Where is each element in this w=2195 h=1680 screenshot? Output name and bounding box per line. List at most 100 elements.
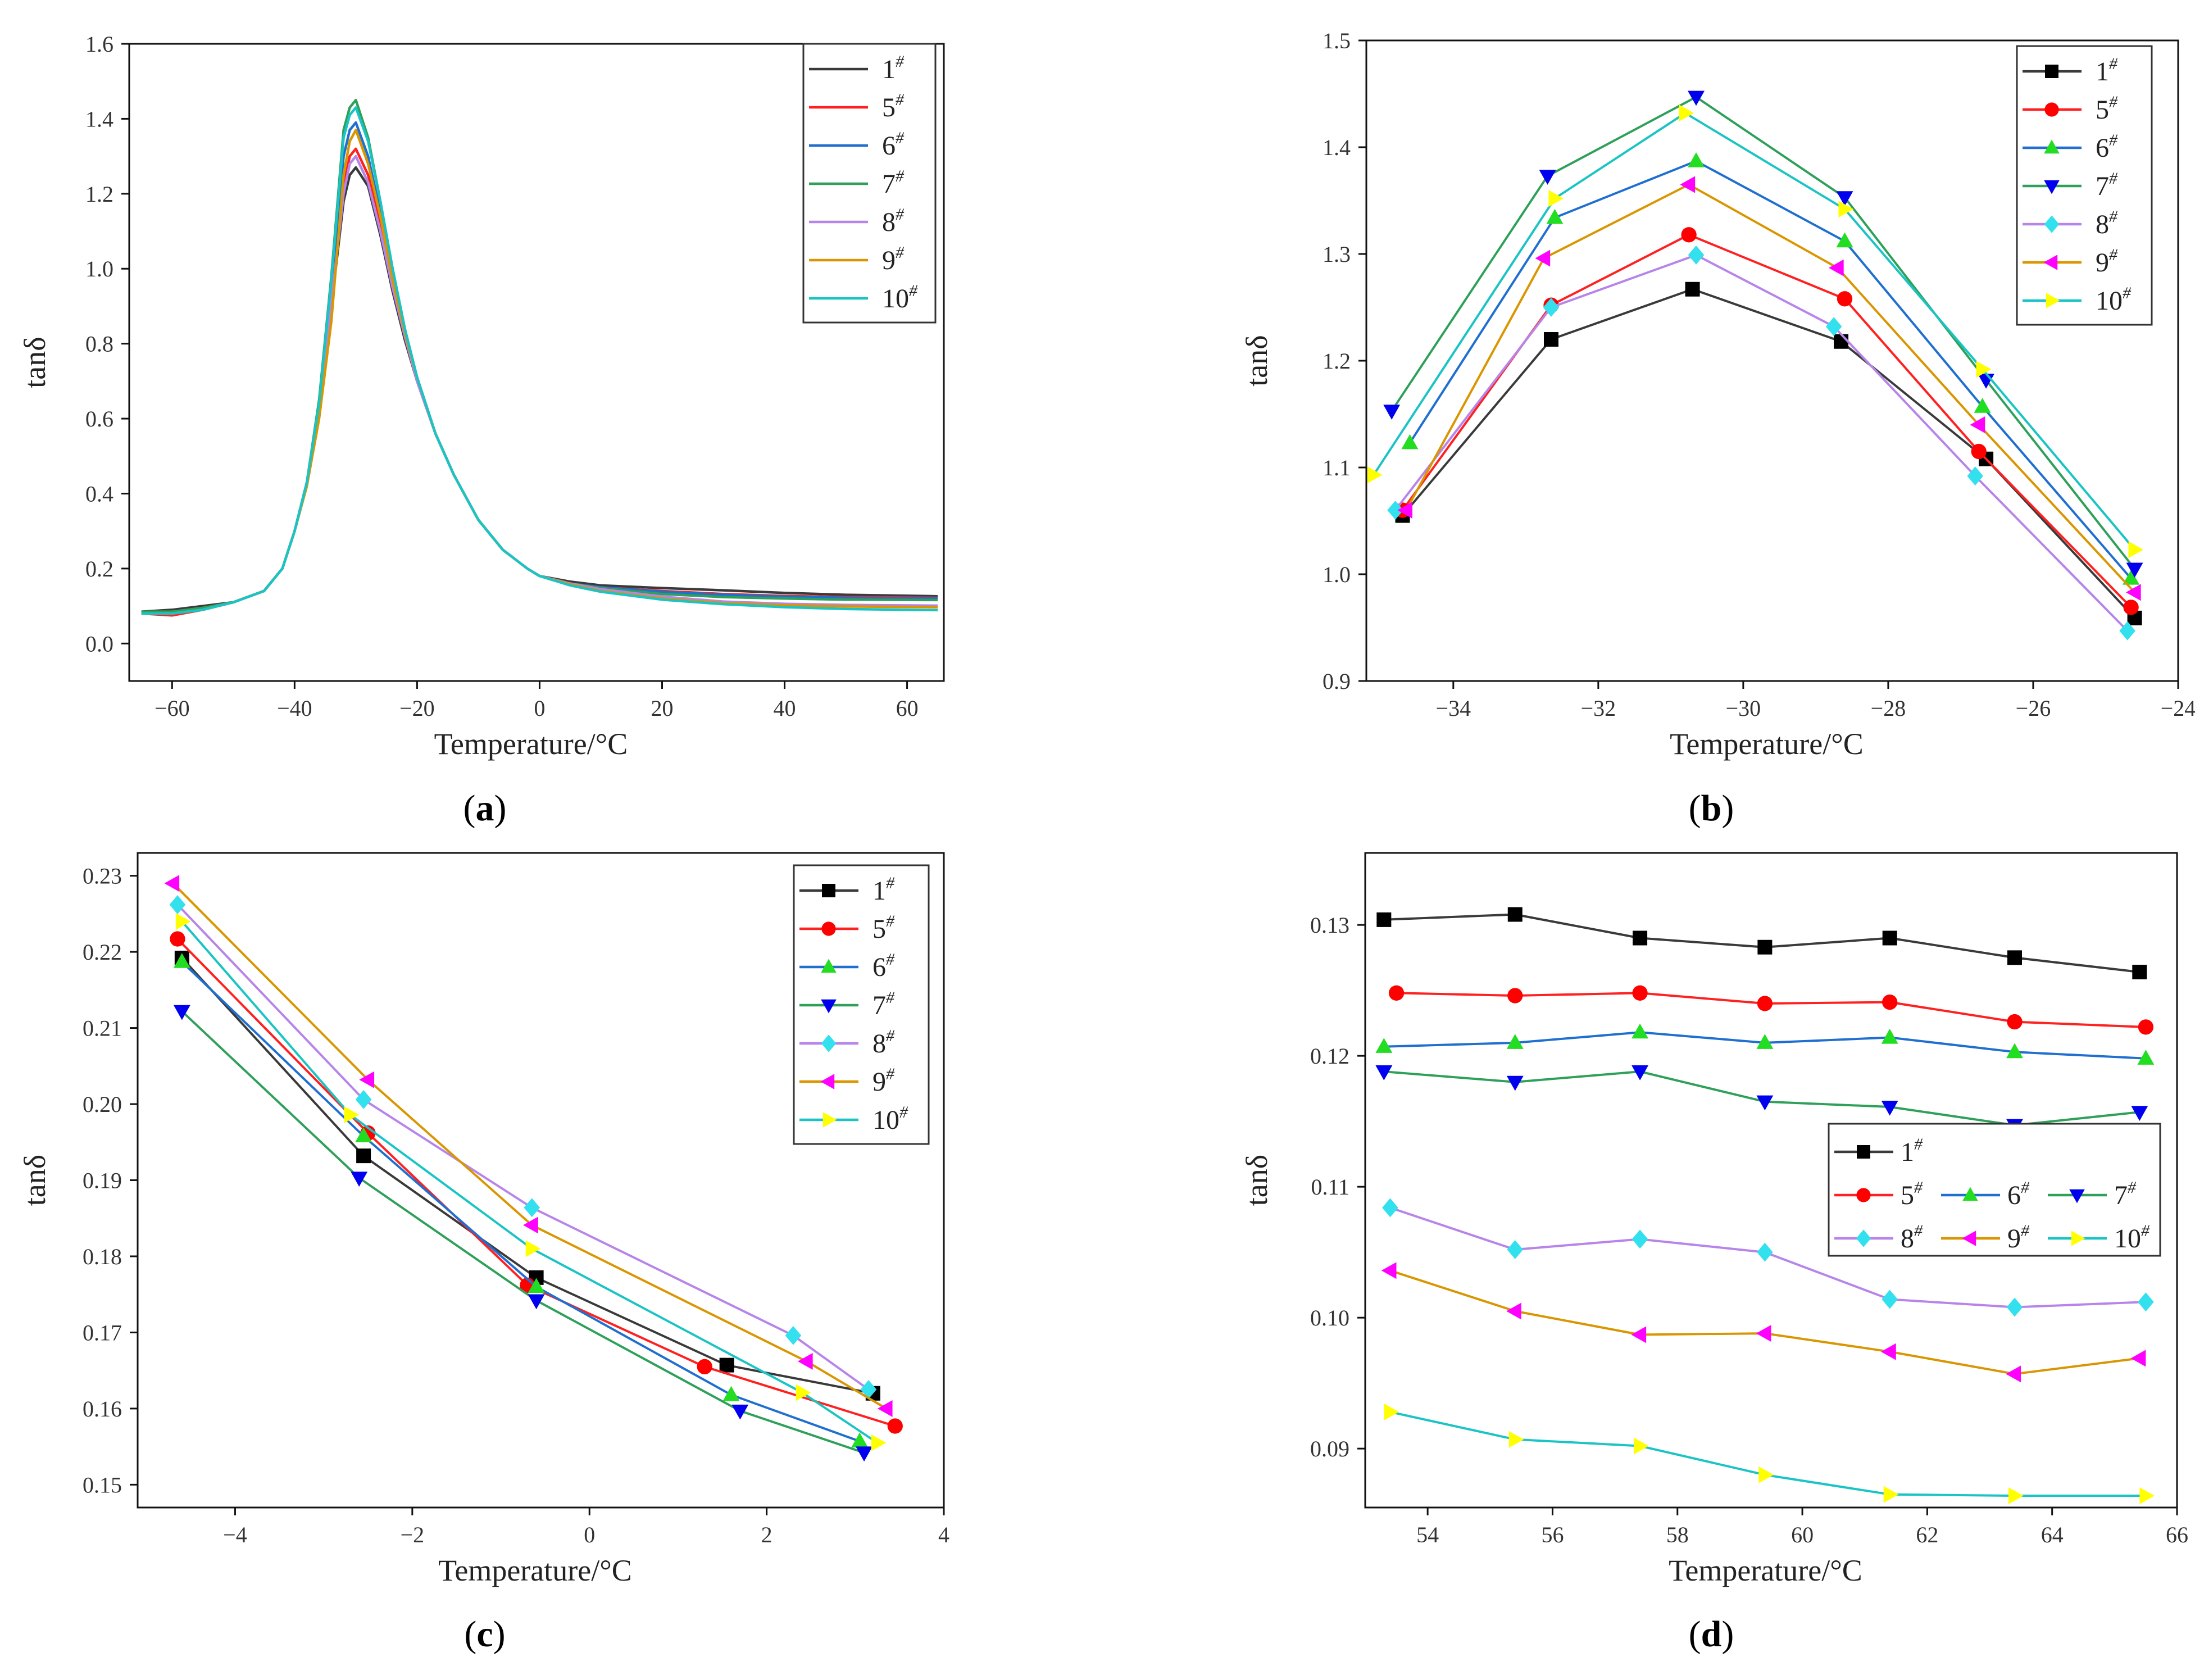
- series-9: [1397, 176, 2141, 601]
- data-point: [2132, 965, 2147, 980]
- data-point: [1882, 930, 1897, 946]
- data-point: [1834, 334, 1849, 349]
- data-point: [856, 1446, 873, 1462]
- data-point: [1387, 501, 1403, 520]
- legend-label-sup: #: [896, 167, 905, 185]
- data-point: [2138, 1019, 2154, 1035]
- legend-label-sup: #: [2109, 169, 2118, 188]
- legend-label-sup: #: [2128, 1178, 2137, 1197]
- legend-label: 7#: [872, 988, 895, 1020]
- y-tick-label: 0.16: [83, 1396, 122, 1422]
- legend-marker: [1962, 1231, 1976, 1246]
- legend-label: 1#: [872, 874, 895, 906]
- legend-label-number: 1: [872, 876, 886, 906]
- legend-label-number: 6: [2096, 133, 2109, 163]
- data-point: [851, 1432, 869, 1448]
- data-point: [1882, 1289, 1898, 1309]
- data-point: [1688, 246, 1705, 265]
- y-tick-label: 1.0: [85, 256, 113, 281]
- legend-label: 1#: [2096, 55, 2118, 87]
- y-tick-label: 1.2: [1323, 348, 1351, 374]
- legend-label: 8#: [872, 1027, 895, 1059]
- y-tick-label: 0.21: [83, 1016, 122, 1041]
- data-point: [1548, 190, 1564, 207]
- legend-label-sup: #: [2109, 55, 2118, 73]
- x-tick-label: −4: [223, 1522, 247, 1547]
- y-tick-label: 0.8: [85, 332, 113, 357]
- data-point: [1507, 988, 1523, 1004]
- legend-label: 9#: [2007, 1222, 2030, 1254]
- data-point: [1970, 416, 1985, 433]
- data-point: [2006, 1297, 2023, 1317]
- legend-marker: [2044, 180, 2060, 194]
- legend-label-sup: #: [886, 988, 895, 1007]
- legend-label-number: 7: [882, 169, 896, 199]
- series-line-10: [1390, 1410, 2146, 1497]
- legend-label: 8#: [882, 205, 905, 237]
- data-point: [1508, 1431, 1524, 1448]
- data-point: [1680, 176, 1696, 193]
- data-point: [1546, 208, 1564, 224]
- data-point: [1633, 930, 1648, 946]
- legend-label-number: 1: [882, 55, 896, 84]
- data-point: [2007, 1014, 2023, 1030]
- data-point: [1837, 291, 1853, 307]
- legend-label-sup: #: [1914, 1178, 1923, 1197]
- data-point: [169, 895, 186, 915]
- data-point: [1882, 994, 1898, 1010]
- x-tick-label: −28: [1871, 696, 1906, 721]
- legend-marker: [822, 1112, 837, 1128]
- y-tick-label: 0.0: [85, 631, 113, 656]
- legend-label-number: 1: [1901, 1137, 1914, 1167]
- legend-label-sup: #: [1914, 1135, 1923, 1154]
- series-7: [173, 1005, 873, 1462]
- caption-open: (: [463, 788, 476, 829]
- legend-marker: [821, 999, 837, 1014]
- x-tick-label: −60: [154, 696, 190, 721]
- series-10: [1367, 105, 2144, 559]
- data-point: [785, 1325, 802, 1345]
- data-point: [524, 1198, 540, 1218]
- data-point: [719, 1357, 734, 1373]
- legend-label-sup: #: [909, 281, 918, 300]
- caption-letter: c: [476, 1614, 493, 1655]
- legend-label-sup: #: [2109, 246, 2118, 264]
- data-point: [1836, 191, 1853, 206]
- data-point: [2123, 600, 2139, 615]
- data-point: [359, 1071, 375, 1088]
- y-tick-label: 0.2: [85, 556, 113, 582]
- data-point: [1758, 1466, 1774, 1483]
- data-point: [1397, 502, 1413, 519]
- x-axis-label: Temperature/°C: [1669, 1554, 1862, 1587]
- x-tick-label: 64: [2041, 1522, 2064, 1547]
- data-point: [2123, 570, 2140, 585]
- legend-label: 6#: [2007, 1178, 2030, 1210]
- legend-label-number: 5: [1901, 1180, 1914, 1210]
- series-line-10: [1373, 112, 2136, 551]
- data-point: [1632, 1023, 1649, 1039]
- legend: 1#5#6#7#8#9#10#: [802, 43, 937, 324]
- data-point: [528, 1278, 545, 1293]
- chart-panel-c: −4 −2 0 2 4 0.15 0.16 0.17 0.18 0.19 0.20 0.21 0.22 0…: [18, 852, 949, 1655]
- legend-marker: [1856, 1229, 1871, 1247]
- chart-panel-a: −60 −40 −20 0 20 40 60 0.0 0.2 0.4 0.6 0.8 1.0 1.2 1.4…: [18, 31, 945, 829]
- data-point: [1681, 227, 1697, 243]
- data-point: [2137, 1050, 2155, 1065]
- data-point: [1825, 317, 1842, 337]
- y-tick-label: 0.20: [83, 1092, 122, 1117]
- legend: 1#5#6#7#8#9#10#: [793, 864, 930, 1145]
- y-tick-label: 1.4: [85, 106, 113, 131]
- data-point: [1388, 985, 1405, 1001]
- legend-label-sup: #: [896, 52, 905, 71]
- data-point: [1685, 281, 1700, 297]
- y-tick-label: 0.4: [85, 481, 113, 506]
- y-tick-label: 0.10: [1310, 1305, 1349, 1331]
- legend-label-number: 5: [882, 93, 896, 122]
- legend-marker: [2071, 1231, 2085, 1246]
- data-point: [1838, 201, 1854, 218]
- legend-label-sup: #: [896, 129, 905, 147]
- legend-label-sup: #: [2021, 1222, 2030, 1240]
- x-tick-label: 60: [1791, 1522, 1814, 1547]
- legend: 1#5#6#7#8#9#10#: [1828, 1123, 2161, 1257]
- data-point: [1881, 1343, 1896, 1360]
